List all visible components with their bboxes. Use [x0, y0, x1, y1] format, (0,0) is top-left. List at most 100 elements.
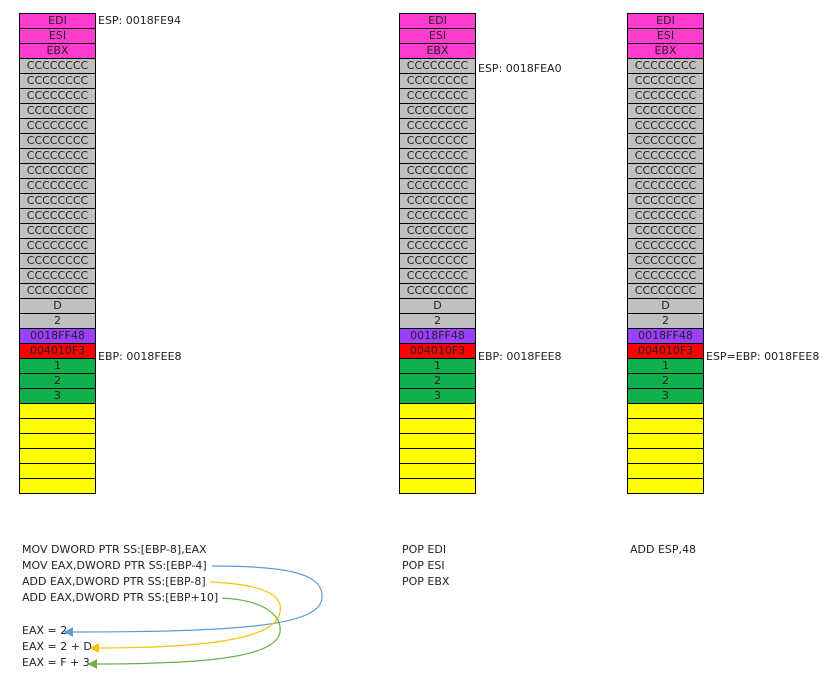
stack-cell: 004010F3 — [19, 343, 96, 359]
stack-cell — [19, 403, 96, 419]
stack-cell: ESI — [627, 28, 704, 44]
code-line: POP ESI — [402, 559, 445, 572]
stack-cell — [399, 418, 476, 434]
stack-cell: CCCCCCCC — [399, 268, 476, 284]
stack-cell: CCCCCCCC — [627, 163, 704, 179]
ebp-label-stack-2: EBP: 0018FEE8 — [478, 350, 562, 363]
stack-cell: CCCCCCCC — [19, 148, 96, 164]
stack-cell: ESI — [399, 28, 476, 44]
stack-cell: CCCCCCCC — [399, 238, 476, 254]
stack-cell: CCCCCCCC — [399, 208, 476, 224]
stack-cell: CCCCCCCC — [627, 283, 704, 299]
stack-cell: CCCCCCCC — [399, 133, 476, 149]
stack-cell: CCCCCCCC — [19, 283, 96, 299]
stack-cell: CCCCCCCC — [19, 223, 96, 239]
stack-cell — [19, 418, 96, 434]
stack-cell: 1 — [627, 358, 704, 374]
stack-cell: CCCCCCCC — [399, 73, 476, 89]
stack-cell: CCCCCCCC — [399, 88, 476, 104]
stack-cell: CCCCCCCC — [399, 193, 476, 209]
stack-cell: CCCCCCCC — [399, 118, 476, 134]
stack-cell: CCCCCCCC — [627, 268, 704, 284]
stack-cell: CCCCCCCC — [399, 223, 476, 239]
result-line: EAX = F + 3 — [22, 656, 90, 669]
esp-label-stack-2: ESP: 0018FEA0 — [478, 62, 562, 75]
stack-cell: 004010F3 — [399, 343, 476, 359]
stack-cell: CCCCCCCC — [627, 133, 704, 149]
stack-diagram-1: EDI ESI EBX CCCCCCCC CCCCCCCC CCCCCCCC CCCCCCC… — [19, 13, 96, 494]
code-line: ADD EAX,DWORD PTR SS:[EBP+10] — [22, 591, 219, 604]
stack-cell: 3 — [399, 388, 476, 404]
stack-cell: CCCCCCCC — [19, 118, 96, 134]
stack-cell: EBX — [19, 43, 96, 59]
stack-cell: 1 — [19, 358, 96, 374]
stack-cell — [19, 463, 96, 479]
stack-cell: CCCCCCCC — [627, 103, 704, 119]
stack-cell: CCCCCCCC — [399, 103, 476, 119]
stack-cell: EDI — [627, 13, 704, 29]
stack-cell: CCCCCCCC — [19, 268, 96, 284]
stack-cell: CCCCCCCC — [19, 58, 96, 74]
result-line: EAX = 2 — [22, 624, 68, 637]
stack-cell — [399, 433, 476, 449]
stack-cell: D — [627, 298, 704, 314]
stack-cell: 2 — [627, 373, 704, 389]
stack-cell — [19, 448, 96, 464]
stack-cell: CCCCCCCC — [19, 193, 96, 209]
stack-cell: CCCCCCCC — [399, 178, 476, 194]
stack-cell: CCCCCCCC — [627, 238, 704, 254]
stack-cell: EBX — [627, 43, 704, 59]
stack-cell — [19, 433, 96, 449]
stack-cell: 0018FF48 — [19, 328, 96, 344]
stack-cell — [399, 448, 476, 464]
stack-cell: CCCCCCCC — [399, 163, 476, 179]
stack-cell: CCCCCCCC — [399, 283, 476, 299]
stack-cell: CCCCCCCC — [19, 163, 96, 179]
stack-cell: 0018FF48 — [399, 328, 476, 344]
stack-cell: 2 — [399, 373, 476, 389]
stack-cell — [399, 403, 476, 419]
stack-cell: CCCCCCCC — [627, 148, 704, 164]
stack-cell: 3 — [627, 388, 704, 404]
stack-cell — [627, 463, 704, 479]
stack-cell: CCCCCCCC — [627, 73, 704, 89]
stack-diagram-3: EDI ESI EBX CCCCCCCC CCCCCCCC CCCCCCCC CCCCCCC… — [627, 13, 704, 494]
code-line: POP EDI — [402, 543, 447, 556]
stack-cell — [399, 463, 476, 479]
code-line: MOV EAX,DWORD PTR SS:[EBP-4] — [22, 559, 207, 572]
stack-cell: CCCCCCCC — [399, 148, 476, 164]
code-line: ADD ESP,48 — [630, 543, 697, 556]
stack-cell: 2 — [399, 313, 476, 329]
stack-cell: EDI — [399, 13, 476, 29]
stack-cell: 004010F3 — [627, 343, 704, 359]
stack-cell — [627, 418, 704, 434]
stack-cell: EDI — [19, 13, 96, 29]
code-line: POP EBX — [402, 575, 450, 588]
stack-cell: 2 — [19, 313, 96, 329]
stack-cell: CCCCCCCC — [627, 88, 704, 104]
stack-cell: ESI — [19, 28, 96, 44]
stack-cell: EBX — [399, 43, 476, 59]
stack-cell: D — [19, 298, 96, 314]
stack-cell: CCCCCCCC — [627, 58, 704, 74]
stack-cell: CCCCCCCC — [627, 178, 704, 194]
esp-label-stack-1: ESP: 0018FE94 — [98, 14, 182, 27]
stack-cell: CCCCCCCC — [19, 103, 96, 119]
stack-cell: CCCCCCCC — [399, 253, 476, 269]
stack-cell: CCCCCCCC — [19, 73, 96, 89]
code-line: ADD EAX,DWORD PTR SS:[EBP-8] — [22, 575, 206, 588]
stack-cell: CCCCCCCC — [19, 88, 96, 104]
stack-cell — [627, 403, 704, 419]
arrow-ebp-plus-10-to-eax-f-plus-3 — [87, 597, 281, 669]
stack-cell: CCCCCCCC — [627, 193, 704, 209]
stack-cell: CCCCCCCC — [19, 208, 96, 224]
ebp-label-stack-1: EBP: 0018FEE8 — [98, 350, 182, 363]
stack-cell: 2 — [19, 373, 96, 389]
stack-cell — [399, 478, 476, 494]
stack-cell: CCCCCCCC — [627, 118, 704, 134]
result-line: EAX = 2 + D — [22, 640, 92, 653]
stack-cell: 2 — [627, 313, 704, 329]
code-line: MOV DWORD PTR SS:[EBP-8],EAX — [22, 543, 207, 556]
stack-cell — [627, 433, 704, 449]
stack-cell: CCCCCCCC — [399, 58, 476, 74]
